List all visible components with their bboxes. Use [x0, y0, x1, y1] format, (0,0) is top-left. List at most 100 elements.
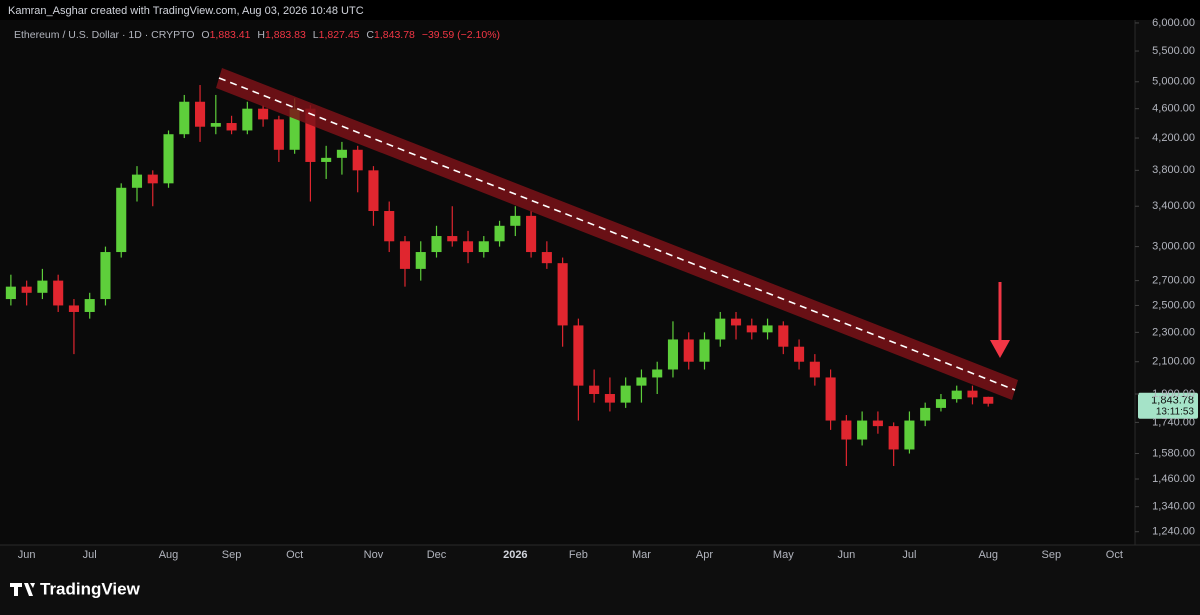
candle-body	[604, 394, 615, 403]
candle-body	[841, 420, 852, 440]
candle-body	[100, 252, 111, 300]
y-tick-label: 6,000.00	[1152, 17, 1195, 29]
ohlc-label: O	[201, 29, 209, 41]
candle-body	[321, 157, 332, 162]
ohlc-label: H	[257, 29, 265, 41]
candle-body	[289, 108, 300, 150]
x-tick-label: Sep	[1042, 549, 1062, 561]
change: −39.59 (−2.10%)	[422, 29, 500, 41]
x-tick-label: Jul	[83, 549, 97, 561]
candle-body	[526, 215, 537, 253]
candle-body	[920, 407, 931, 421]
y-tick-label: 4,600.00	[1152, 103, 1195, 115]
candle-body	[68, 305, 79, 312]
candle-body	[951, 390, 962, 400]
arrow-head	[990, 340, 1010, 358]
price-axis: 1,240.00 1,340.00 1,460.00 1,580.00 1,740.00…	[1135, 17, 1195, 538]
x-tick-label: Feb	[569, 549, 588, 561]
candle-body	[904, 420, 915, 450]
x-tick-label: Aug	[978, 549, 998, 561]
candle-body	[21, 286, 32, 293]
x-tick-label: Oct	[286, 549, 303, 561]
candle-body	[715, 318, 726, 340]
price-tag-box	[1138, 392, 1198, 419]
y-tick-label: 4,200.00	[1152, 132, 1195, 144]
candle-body	[557, 263, 568, 326]
candle-body	[888, 426, 899, 450]
footer	[0, 565, 1200, 615]
y-tick-label: 2,300.00	[1152, 326, 1195, 338]
x-tick-label: Oct	[1106, 549, 1123, 561]
candle-body	[273, 119, 284, 150]
ohlc-value: 1,827.45	[319, 29, 360, 41]
candle-body	[510, 215, 521, 226]
candle-body	[809, 361, 820, 378]
candle-body	[116, 187, 127, 253]
x-tick-label: Jun	[18, 549, 36, 561]
y-tick-label: 2,500.00	[1152, 299, 1195, 311]
attribution: Kamran_Asghar created with TradingView.c…	[8, 5, 364, 17]
candle-body	[699, 339, 710, 362]
candle-body	[179, 101, 190, 135]
price-tag-price: 1,843.78	[1151, 395, 1194, 407]
x-tick-label: 2026	[503, 549, 527, 561]
candle-body	[636, 377, 647, 386]
candle-body	[667, 339, 679, 370]
candle-body	[131, 174, 143, 188]
price-tag-countdown: 13:11:53	[1156, 406, 1195, 417]
candle-body	[872, 420, 883, 427]
candle-body	[352, 149, 363, 171]
x-tick-label: Apr	[696, 549, 713, 561]
candle-body	[384, 211, 395, 242]
x-tick-label: Jul	[902, 549, 916, 561]
x-tick-label: Aug	[159, 549, 179, 561]
y-tick-label: 5,500.00	[1152, 45, 1195, 57]
candle-body	[368, 170, 379, 212]
candle-body	[967, 390, 978, 398]
candle-body	[825, 377, 836, 421]
candle-body	[84, 299, 95, 312]
y-tick-label: 1,460.00	[1152, 473, 1195, 485]
logo-text: TradingView	[40, 579, 141, 598]
candle-body	[478, 241, 489, 253]
y-tick-label: 2,700.00	[1152, 275, 1195, 287]
x-tick-label: Mar	[632, 549, 651, 561]
logo-mark	[10, 583, 35, 596]
candle-body	[147, 174, 158, 184]
x-tick-label: Sep	[222, 549, 242, 561]
x-tick-label: Dec	[427, 549, 447, 561]
candle-body	[336, 149, 347, 158]
y-tick-label: 5,000.00	[1152, 76, 1195, 88]
ohlc-label: L	[313, 29, 319, 41]
candle-body	[37, 280, 48, 293]
candle-body	[494, 225, 505, 242]
y-tick-label: 3,800.00	[1152, 164, 1195, 176]
candle-body	[210, 123, 221, 127]
y-tick-label: 1,740.00	[1152, 416, 1195, 428]
y-tick-label: 1,900.00	[1152, 388, 1195, 400]
x-tick-label: Nov	[364, 549, 384, 561]
legend: Ethereum / U.S. Dollar · 1D · CRYPTO O1,…	[14, 29, 500, 41]
candle-body	[573, 325, 584, 386]
y-tick-label: 3,400.00	[1152, 200, 1195, 212]
candle-body	[589, 385, 600, 395]
candles	[5, 85, 994, 467]
candle-body	[652, 369, 663, 378]
candle-body	[935, 399, 946, 408]
candle-body	[226, 123, 237, 131]
candle-body	[730, 318, 742, 326]
candle-body	[683, 339, 694, 362]
candle-body	[857, 420, 868, 440]
candle-body	[794, 346, 805, 362]
y-tick-label: 1,580.00	[1152, 447, 1195, 459]
ohlc-value: 1,883.41	[210, 29, 251, 41]
attribution-bar	[0, 0, 1200, 20]
symbol: Ethereum / U.S. Dollar · 1D · CRYPTO	[14, 29, 195, 41]
candle-body	[778, 325, 789, 347]
ohlc-value: 1,843.78	[374, 29, 415, 41]
candle-body	[242, 108, 253, 131]
candle-body	[462, 241, 474, 253]
candle-body	[53, 280, 64, 306]
candle-body	[305, 108, 316, 162]
